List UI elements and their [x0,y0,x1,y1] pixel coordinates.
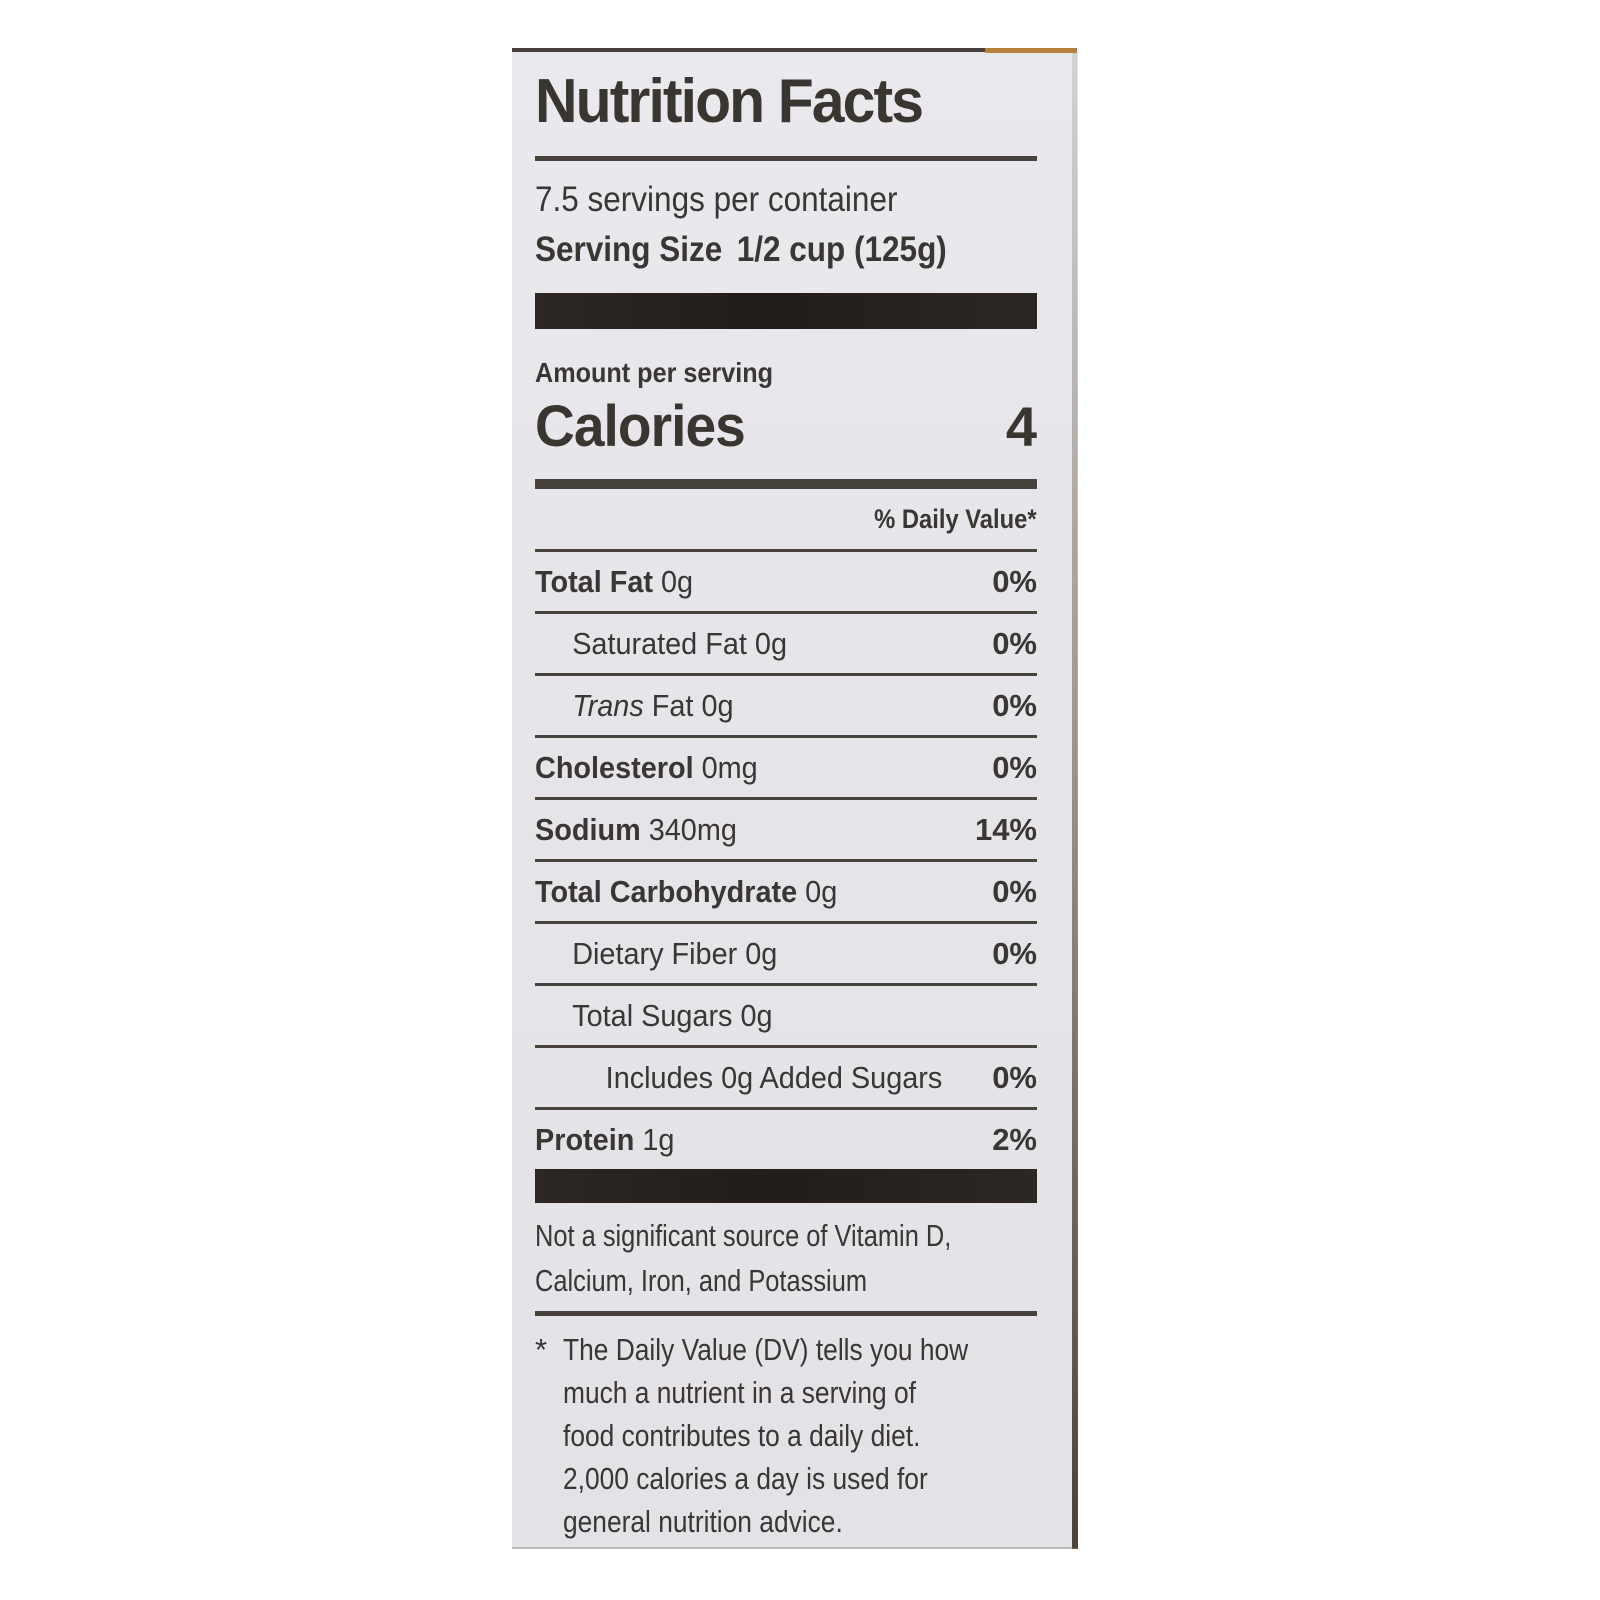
nutrient-name-group: Total Carbohydrate 0g [535,875,837,908]
footnote-asterisk: * [535,1332,548,1367]
nutrient-name: Protein [535,1122,635,1157]
nutrient-amount: 0g [746,626,787,661]
serving-size-line: Serving Size 1/2 cup (125g) [535,227,987,273]
nutrient-row: Total Carbohydrate 0g 0% [535,859,1037,921]
nutrient-amount: 0g [737,936,778,971]
title-divider [535,156,1037,161]
nutrient-row: Protein 1g 2% [535,1107,1037,1169]
not-significant-line-2: Calcium, Iron, and Potassium [535,1263,868,1298]
nutrient-row: Total Fat 0g 0% [535,552,1037,611]
footnote-line-5: general nutrition advice. [563,1504,843,1539]
nutrient-amount: 0g [797,874,838,909]
nutrient-amount: 340mg [640,812,737,847]
nutrient-daily-value: 0% [992,936,1037,971]
nutrient-amount: 0g [732,998,773,1033]
footnote-line-4: 2,000 calories a day is used for [563,1461,928,1496]
nutrient-row: Sodium 340mg 14% [535,797,1037,859]
not-significant-line-1: Not a significant source of Vitamin D, [535,1218,952,1253]
label-right-edge-shadow [1072,52,1078,1549]
serving-size-value: 1/2 cup (125g) [736,230,947,269]
nutrient-amount: 0mg [693,750,758,785]
nutrient-name: Total Sugars [572,998,733,1033]
label-title: Nutrition Facts [535,67,924,136]
daily-value-header: % Daily Value* [535,489,1037,552]
nutrient-name-group: Dietary Fiber 0g [535,937,777,970]
nutrient-name: Total Carbohydrate [535,874,798,909]
nutrient-row: Total Sugars 0g [535,983,1037,1045]
nutrient-name-group: Saturated Fat 0g [535,627,787,660]
nutrient-row: Includes 0g Added Sugars 0% [535,1045,1037,1107]
amount-per-serving: Amount per serving [535,357,774,388]
nutrient-amount: 1g [634,1122,675,1157]
not-significant-note: Not a significant source of Vitamin D, C… [535,1213,952,1303]
nutrient-name: Cholesterol [535,750,694,785]
calories-value: 4 [1005,395,1037,458]
daily-value-footnote: * The Daily Value (DV) tells you how muc… [535,1328,1037,1543]
nutrient-daily-value: 0% [992,750,1037,785]
footnote-line-1: The Daily Value (DV) tells you how [563,1332,969,1367]
nutrient-daily-value: 0% [992,564,1037,599]
daily-value-header-text: % Daily Value* [874,504,1037,534]
nutrient-name: Sodium [535,812,641,847]
heavy-bar-bottom [535,1169,1037,1203]
nutrient-amount: 0g [693,688,734,723]
calories-divider [535,479,1037,489]
nutrient-name-group: Includes 0g Added Sugars [535,1060,943,1095]
nutrient-name-group: Total Fat 0g [535,565,693,598]
nutrient-name: Dietary Fiber [572,936,738,971]
nutrition-facts-label: Nutrition Facts 7.5 servings per contain… [512,48,1078,1549]
nutrient-name-group: Cholesterol 0mg [535,751,758,784]
heavy-bar-top [535,293,1037,329]
nutrient-row: Trans Fat 0g 0% [535,673,1037,735]
nutrient-row: Cholesterol 0mg 0% [535,735,1037,797]
nutrient-daily-value: 2% [992,1122,1037,1157]
servings-per-container: 7.5 servings per container [535,180,898,219]
nutrient-name: Total Fat [535,564,653,599]
nutrient-row: Saturated Fat 0g 0% [535,611,1037,673]
nutrient-name: Includes 0g Added Sugars [605,1060,943,1095]
calories-row: Calories 4 [535,391,1037,463]
nutrient-name: Saturated Fat [572,626,747,661]
footnote-text: The Daily Value (DV) tells you how much … [563,1328,968,1543]
nutrient-amount: 0g [652,564,694,599]
footnote-line-3: food contributes to a daily diet. [563,1418,921,1453]
label-bottom-edge [512,1547,1077,1549]
nutrient-name-group: Sodium 340mg [535,813,737,846]
nutrient-daily-value: 0% [992,1060,1037,1095]
nutrient-daily-value: 14% [974,812,1037,847]
nutrient-rows: Total Fat 0g 0% Saturated Fat 0g 0% Tran… [535,552,1037,1169]
nutrient-daily-value: 0% [992,874,1037,909]
label-top-edge-accent [985,48,1077,53]
nutrient-daily-value: 0% [992,626,1037,661]
footnote-line-2: much a nutrient in a serving of [563,1375,916,1410]
nutrient-row: Dietary Fiber 0g 0% [535,921,1037,983]
serving-size-label: Serving Size [535,230,723,269]
calories-label: Calories [535,394,746,459]
nutrient-name-group: Total Sugars 0g [535,998,773,1033]
nutrient-name-group: Protein 1g [535,1123,674,1156]
nutrient-name: Trans Fat [572,688,694,723]
nutrient-daily-value: 0% [992,688,1037,723]
footnote-divider [535,1311,1037,1316]
nutrient-name-group: Trans Fat 0g [535,688,734,723]
